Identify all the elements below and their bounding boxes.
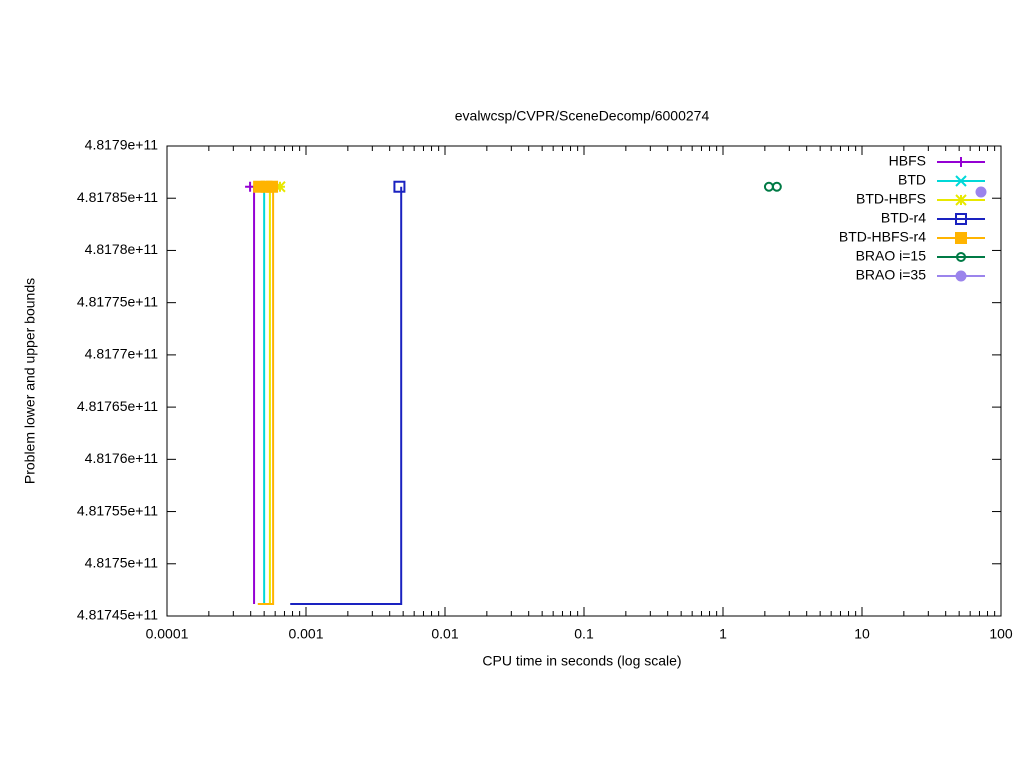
- y-tick-label: 4.8176e+11: [85, 450, 159, 466]
- chart-title: evalwcsp/CVPR/SceneDecomp/6000274: [455, 108, 710, 124]
- x-axis-label: CPU time in seconds (log scale): [482, 653, 681, 669]
- marker: [956, 252, 966, 262]
- y-tick-label: 4.8178e+11: [85, 241, 159, 257]
- x-tick-label: 0.01: [431, 626, 458, 642]
- marker: [771, 181, 782, 192]
- series-line: [257, 186, 275, 605]
- series-line: [290, 186, 403, 605]
- series: [258, 181, 270, 604]
- y-tick-label: 4.81755e+11: [77, 502, 158, 518]
- y-tick-label: 4.8177e+11: [85, 346, 159, 362]
- series: [264, 181, 286, 604]
- y-tick-label: 4.81775e+11: [77, 293, 158, 309]
- legend-label: HBFS: [889, 153, 926, 169]
- series: [975, 186, 987, 198]
- series: [290, 180, 406, 605]
- legend-label: BTD-r4: [881, 210, 926, 226]
- x-tick-label: 100: [989, 626, 1013, 642]
- y-tick-label: 4.8179e+11: [85, 137, 159, 153]
- marker: [955, 232, 967, 244]
- y-tick-label: 4.81745e+11: [77, 607, 158, 623]
- marker: [975, 186, 987, 198]
- plot-frame: [166, 145, 1002, 617]
- legend-label: BRAO i=35: [856, 267, 927, 283]
- marker: [274, 181, 286, 193]
- series: [253, 180, 279, 605]
- y-axis-label: Problem lower and upper bounds: [22, 278, 38, 484]
- x-tick-label: 0.1: [574, 626, 594, 642]
- legend-label: BRAO i=15: [856, 248, 927, 264]
- series: [763, 181, 782, 192]
- x-tick-label: 10: [854, 626, 870, 642]
- marker: [955, 270, 967, 282]
- marker: [955, 213, 967, 225]
- series: [245, 181, 256, 604]
- x-tick-label: 0.001: [288, 626, 323, 642]
- y-tick-label: 4.81785e+11: [77, 189, 158, 205]
- marker: [763, 181, 774, 192]
- y-tick-label: 4.81765e+11: [77, 398, 158, 414]
- marker: [955, 194, 967, 206]
- y-tick-label: 4.8175e+11: [85, 554, 159, 570]
- marker: [955, 175, 967, 187]
- legend-label: BTD-HBFS: [856, 191, 926, 207]
- legend-label: BTD-HBFS-r4: [839, 229, 926, 245]
- marker: [393, 180, 406, 193]
- x-tick-label: 1: [719, 626, 727, 642]
- marker: [956, 157, 966, 167]
- marker: [266, 180, 279, 193]
- legend-label: BTD: [898, 172, 926, 188]
- x-tick-label: 0.0001: [146, 626, 189, 642]
